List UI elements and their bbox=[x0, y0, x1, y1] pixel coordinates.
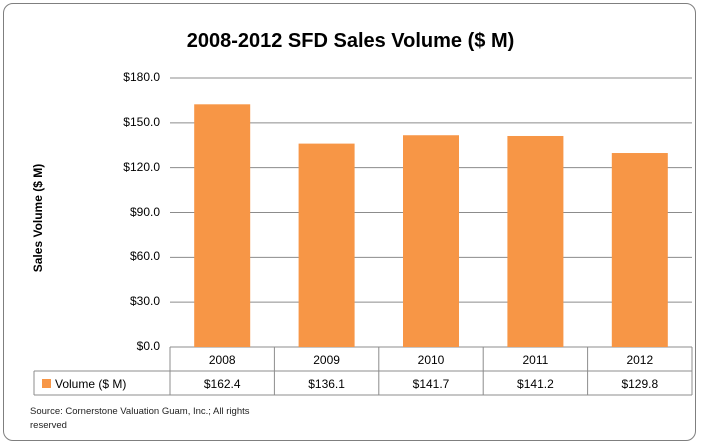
y-tick-label: $60.0 bbox=[129, 249, 160, 264]
x-tick-label: 2011 bbox=[522, 353, 548, 367]
bar bbox=[611, 153, 668, 347]
bar bbox=[507, 135, 564, 347]
data-table-value: $141.7 bbox=[413, 377, 450, 391]
y-tick-label: $180.0 bbox=[123, 70, 160, 84]
data-table-value: $129.8 bbox=[621, 377, 658, 391]
y-tick-label: $120.0 bbox=[123, 159, 160, 174]
chart-title: 2008-2012 SFD Sales Volume ($ M) bbox=[186, 30, 515, 52]
data-table-value: $136.1 bbox=[308, 377, 345, 391]
source-note: Source: Cornerstone Valuation Guam, Inc.… bbox=[30, 406, 250, 431]
legend-swatch bbox=[42, 379, 51, 388]
x-tick-label: 2012 bbox=[626, 353, 653, 367]
bar bbox=[194, 104, 251, 348]
x-tick-label: 2009 bbox=[313, 353, 340, 367]
legend-label: Volume ($ M) bbox=[55, 377, 126, 391]
y-tick-label: $0.0 bbox=[136, 339, 160, 353]
y-tick-label: $30.0 bbox=[129, 294, 160, 309]
chart-frame bbox=[3, 3, 696, 441]
data-table-value: $141.2 bbox=[517, 377, 554, 391]
bar bbox=[298, 143, 355, 347]
bar bbox=[403, 135, 459, 347]
x-tick-label: 2010 bbox=[418, 353, 445, 367]
x-tick-label: 2008 bbox=[209, 353, 236, 367]
y-tick-label: $90.0 bbox=[129, 204, 160, 219]
data-table-value: $162.4 bbox=[204, 377, 241, 391]
y-tick-label: $150.0 bbox=[123, 114, 160, 129]
